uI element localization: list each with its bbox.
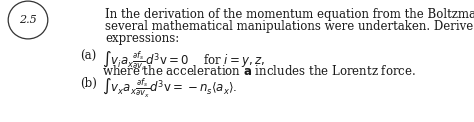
Text: $\int v_i a_x \frac{\partial f_s}{\partial v_i} d^3\mathrm{v} = 0\quad$ for $i =: $\int v_i a_x \frac{\partial f_s}{\parti… — [102, 50, 265, 73]
Text: In the derivation of the momentum equation from the Boltzmann equation: In the derivation of the momentum equati… — [105, 8, 474, 21]
Text: where the acceleration $\mathbf{a}$ includes the Lorentz force.: where the acceleration $\mathbf{a}$ incl… — [102, 64, 416, 78]
Text: $\int v_x a_x \frac{\partial f_s}{\partial v_x} d^3\mathrm{v} = -n_s\langle a_x : $\int v_x a_x \frac{\partial f_s}{\parti… — [102, 77, 237, 100]
Text: (b): (b) — [80, 77, 97, 90]
Text: several mathematical manipulations were undertaken. Derive the following: several mathematical manipulations were … — [105, 20, 474, 33]
Text: expressions:: expressions: — [105, 32, 179, 45]
Text: 2.5: 2.5 — [19, 15, 37, 25]
Text: (a): (a) — [80, 50, 96, 63]
